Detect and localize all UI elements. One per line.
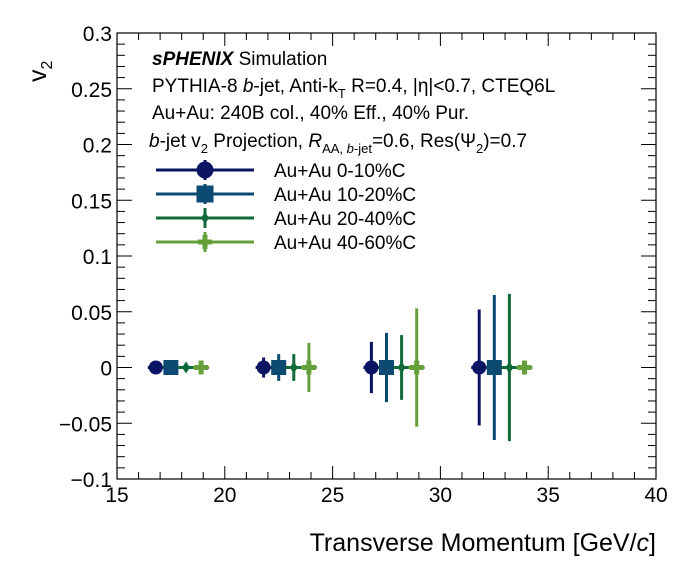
data-point — [194, 360, 209, 375]
x-tick-label: 30 — [429, 484, 452, 507]
x-axis-title: Transverse Momentum [GeV/c] — [310, 529, 656, 557]
legend: Au+Au 0-10%C Au+Au 10-20%C Au+Au 20-40%C Au… — [156, 160, 416, 254]
y-tick-label: 0.05 — [71, 302, 112, 325]
data-marks — [147, 293, 533, 442]
x-tick-label: 20 — [213, 484, 236, 507]
data-point — [301, 360, 316, 375]
legend-marker — [198, 235, 212, 249]
annotation-line-4: b-jet v2 Projection, RAA, b-jet=0.6, Res… — [149, 131, 527, 156]
data-point — [163, 360, 179, 375]
legend-label: Au+Au 0-10%C — [274, 161, 406, 182]
legend-item: Au+Au 10-20%C — [156, 184, 416, 206]
data-point — [517, 360, 532, 375]
annotation-line-1: sPHENIX Simulation — [152, 49, 327, 70]
data-point — [379, 360, 394, 375]
data-point — [181, 361, 190, 374]
x-tick-label: 25 — [321, 484, 344, 507]
x-tick-label: 35 — [537, 484, 560, 507]
legend-marker — [201, 212, 209, 224]
y-tick-label: −0.05 — [59, 413, 112, 436]
y-axis-title: v2 — [24, 61, 56, 83]
y-tick-label: 0.3 — [83, 23, 112, 46]
series-2 — [162, 295, 503, 440]
y-tick-label: 0.2 — [83, 135, 112, 158]
legend-item: Au+Au 40-60%C — [156, 232, 416, 254]
y-tick-label: 0.1 — [83, 246, 112, 269]
series-4 — [193, 308, 533, 427]
annotations: sPHENIX Simulation PYTHIA-8 b-jet, Anti-k… — [149, 49, 555, 254]
legend-marker — [196, 185, 214, 203]
data-point — [289, 361, 298, 374]
series-3 — [177, 293, 518, 442]
y-tick-label: 0.25 — [71, 79, 112, 102]
y-tick-label: 0.15 — [71, 190, 112, 213]
legend-label: Au+Au 40-60%C — [274, 233, 416, 254]
legend-label: Au+Au 10-20%C — [274, 185, 416, 206]
data-point — [472, 360, 487, 375]
data-point — [486, 360, 502, 375]
x-tick-label: 15 — [105, 484, 128, 507]
data-point — [148, 360, 163, 375]
data-point — [505, 361, 514, 374]
annotation-line-2: PYTHIA-8 b-jet, Anti-kT R=0.4, |η|<0.7, … — [152, 76, 555, 101]
data-point — [397, 361, 406, 374]
legend-item: Au+Au 20-40%C — [156, 208, 416, 230]
legend-marker — [196, 161, 214, 179]
y-tick-label: 0 — [100, 358, 112, 381]
data-point — [271, 360, 287, 375]
legend-label: Au+Au 20-40%C — [274, 209, 416, 230]
annotation-line-3: Au+Au: 240B col., 40% Eff., 40% Pur. — [152, 103, 469, 124]
axes: 15 20 25 30 35 40 −0.1 −0.05 0 0.05 0.1 0.15 0.2 0.25… — [24, 23, 668, 557]
x-tick-label: 40 — [644, 484, 667, 507]
series-1 — [147, 309, 488, 426]
y-tick-label: −0.1 — [71, 469, 112, 492]
data-point — [364, 360, 379, 375]
data-point — [409, 360, 424, 375]
legend-item: Au+Au 0-10%C — [156, 160, 406, 182]
data-point — [256, 360, 271, 375]
